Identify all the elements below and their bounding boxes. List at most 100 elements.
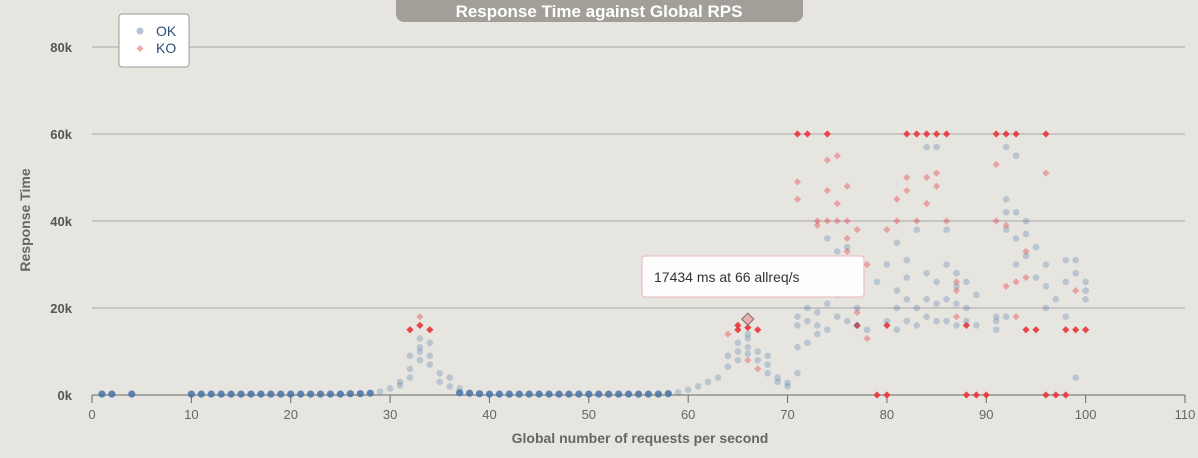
ko-point[interactable] — [1042, 391, 1050, 399]
ok-point[interactable] — [495, 390, 503, 398]
ok-point[interactable] — [356, 390, 364, 398]
ok-point[interactable] — [923, 313, 930, 321]
ok-point[interactable] — [953, 282, 960, 290]
ok-point[interactable] — [913, 226, 921, 233]
ok-point[interactable] — [406, 374, 414, 381]
ok-point[interactable] — [694, 383, 702, 390]
ok-point[interactable] — [992, 313, 1000, 321]
ok-point[interactable] — [396, 382, 404, 389]
ok-point[interactable] — [605, 390, 613, 398]
ok-point[interactable] — [98, 390, 106, 398]
ok-point[interactable] — [426, 361, 434, 368]
ok-point[interactable] — [933, 143, 940, 151]
ko-point[interactable] — [1042, 169, 1050, 177]
ok-point[interactable] — [992, 326, 1000, 334]
ko-point[interactable] — [1012, 130, 1020, 138]
ok-point[interactable] — [585, 390, 593, 398]
ko-point[interactable] — [932, 169, 941, 177]
ok-point[interactable] — [406, 352, 414, 360]
ko-point[interactable] — [863, 260, 871, 269]
ko-point[interactable] — [952, 287, 961, 295]
ko-point[interactable] — [952, 278, 961, 286]
ko-point[interactable] — [1012, 278, 1020, 286]
ko-point[interactable] — [992, 160, 1000, 169]
ok-point[interactable] — [436, 378, 444, 386]
ko-point[interactable] — [813, 217, 821, 225]
ok-point[interactable] — [595, 390, 603, 398]
ko-point[interactable] — [833, 200, 841, 208]
ok-point[interactable] — [416, 348, 424, 355]
ok-point[interactable] — [784, 379, 791, 387]
ko-point[interactable] — [932, 130, 941, 138]
ko-point[interactable] — [843, 247, 851, 256]
ok-point[interactable] — [1002, 226, 1010, 233]
ok-point[interactable] — [1002, 209, 1010, 216]
ko-point[interactable] — [913, 130, 921, 138]
ok-point[interactable] — [903, 256, 911, 264]
ok-point[interactable] — [1042, 282, 1050, 290]
ok-point[interactable] — [744, 335, 752, 342]
ko-point[interactable] — [1002, 221, 1010, 229]
ok-point[interactable] — [416, 335, 424, 342]
ko-point[interactable] — [903, 186, 911, 195]
legend-ko-label[interactable]: KO — [156, 40, 176, 56]
ko-point[interactable] — [744, 356, 752, 364]
ok-point[interactable] — [267, 390, 275, 398]
ok-point[interactable] — [794, 343, 801, 351]
ko-point[interactable] — [754, 365, 762, 373]
ok-point[interactable] — [615, 390, 623, 398]
ok-point[interactable] — [624, 390, 633, 398]
ok-point[interactable] — [346, 390, 354, 398]
ok-point[interactable] — [774, 374, 781, 381]
ok-point[interactable] — [505, 390, 513, 398]
ko-point[interactable] — [942, 130, 951, 138]
ok-point[interactable] — [1032, 274, 1040, 281]
ok-point[interactable] — [1062, 256, 1070, 264]
ok-point[interactable] — [654, 390, 662, 398]
ko-point[interactable] — [972, 391, 980, 399]
ko-point[interactable] — [1002, 130, 1010, 138]
ok-point[interactable] — [754, 348, 762, 355]
ok-point[interactable] — [297, 390, 305, 398]
ok-point[interactable] — [1012, 152, 1020, 160]
ko-point[interactable] — [893, 195, 901, 203]
ok-point[interactable] — [1042, 304, 1050, 312]
ok-point[interactable] — [973, 291, 980, 299]
ko-point[interactable] — [932, 182, 941, 190]
ok-point[interactable] — [784, 383, 791, 390]
ok-point[interactable] — [883, 317, 891, 325]
ko-point[interactable] — [853, 308, 861, 316]
ok-point[interactable] — [734, 348, 742, 355]
ok-point[interactable] — [1082, 287, 1089, 294]
ko-point[interactable] — [813, 221, 821, 229]
ko-point[interactable] — [962, 321, 970, 329]
ko-point[interactable] — [843, 182, 851, 190]
ok-point[interactable] — [108, 390, 116, 398]
ko-point[interactable] — [406, 326, 414, 334]
ko-point[interactable] — [1062, 326, 1070, 334]
ko-point[interactable] — [913, 217, 921, 225]
ko-point[interactable] — [893, 217, 901, 225]
ok-point[interactable] — [307, 390, 315, 398]
ko-point[interactable] — [754, 326, 762, 334]
ok-point[interactable] — [326, 390, 335, 398]
ok-point[interactable] — [1002, 313, 1010, 321]
ok-point[interactable] — [644, 390, 653, 398]
ko-point[interactable] — [823, 186, 831, 195]
ok-point[interactable] — [1052, 296, 1060, 303]
ok-point[interactable] — [923, 296, 930, 303]
ok-point[interactable] — [883, 261, 891, 268]
ok-point[interactable] — [565, 390, 573, 398]
ok-point[interactable] — [227, 390, 235, 398]
ko-point[interactable] — [853, 226, 861, 234]
ok-point[interactable] — [823, 326, 831, 334]
legend-ok-label[interactable]: OK — [156, 23, 177, 39]
ok-point[interactable] — [754, 356, 762, 364]
ok-point[interactable] — [724, 352, 732, 360]
ok-point[interactable] — [913, 322, 921, 329]
ko-point[interactable] — [793, 195, 802, 203]
ok-point[interactable] — [963, 317, 970, 325]
ko-point[interactable] — [416, 313, 424, 321]
ko-point[interactable] — [903, 130, 911, 138]
ok-point[interactable] — [1062, 313, 1070, 321]
